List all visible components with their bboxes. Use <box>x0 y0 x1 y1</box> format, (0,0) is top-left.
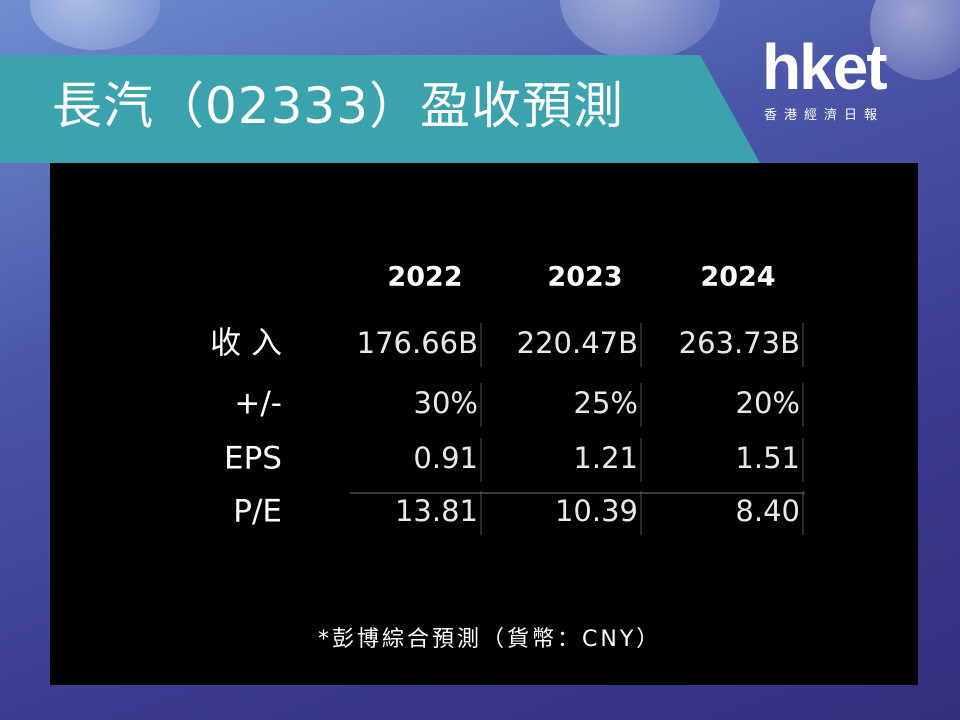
cell: 263.73B <box>679 326 800 360</box>
row-label: +/- <box>234 386 282 422</box>
logo: hket <box>762 31 888 103</box>
column-header: 2024 <box>700 262 775 293</box>
row-label: EPS <box>224 441 282 477</box>
cell: 20% <box>736 386 800 420</box>
title-banner <box>0 55 760 163</box>
cell: 13.81 <box>395 494 478 528</box>
cell: 1.51 <box>735 441 800 475</box>
cell: 30% <box>414 386 478 420</box>
cell: 220.47B <box>517 326 638 360</box>
cell: 176.66B <box>357 326 478 360</box>
row-label: P/E <box>233 494 282 530</box>
logo-subtitle: 香港經濟日報 <box>764 108 885 123</box>
table: 2022 2023 2024 收 入 176.66B 220.47B 263.73B +/- 3… <box>210 262 805 652</box>
cell: 25% <box>574 386 638 420</box>
cell: 1.21 <box>573 441 638 475</box>
cell: 0.91 <box>413 441 478 475</box>
footnote: *彭博綜合預測（貨幣：CNY） <box>318 627 661 652</box>
row-label: 收 入 <box>210 326 282 362</box>
column-header: 2023 <box>547 262 622 293</box>
cell: 10.39 <box>555 494 638 528</box>
slide-title: 長汽（02333）盈收預測 <box>52 77 625 135</box>
cell: 8.40 <box>735 494 800 528</box>
table-panel: 2022 2023 2024 收 入 176.66B 220.47B 263.73B +/- 3… <box>50 163 918 685</box>
bubble <box>30 0 160 50</box>
bubble <box>560 0 720 60</box>
column-header: 2022 <box>387 262 462 293</box>
